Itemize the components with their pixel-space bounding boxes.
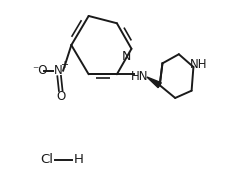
Text: NH: NH: [190, 58, 208, 71]
Text: N: N: [121, 50, 131, 63]
Text: Cl: Cl: [40, 153, 53, 166]
Text: N: N: [54, 64, 63, 77]
Text: HN: HN: [131, 70, 148, 83]
Text: +: +: [60, 60, 68, 70]
Text: H: H: [74, 153, 84, 166]
Polygon shape: [147, 77, 161, 88]
Text: ⁻O: ⁻O: [33, 64, 48, 77]
Text: O: O: [57, 90, 66, 103]
